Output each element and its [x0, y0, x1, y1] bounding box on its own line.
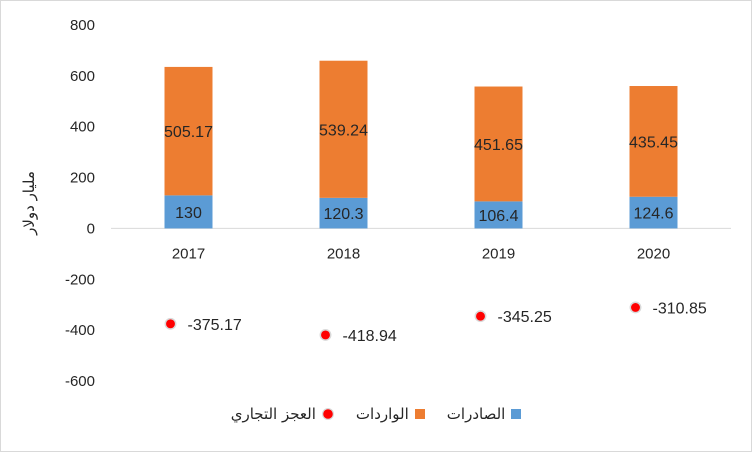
- legend-label-exports: الصادرات: [446, 405, 506, 423]
- legend-item-deficit[interactable]: العجز التجاري: [231, 405, 334, 423]
- x-tick-label: 2018: [327, 245, 360, 262]
- x-tick-label: 2017: [172, 245, 205, 262]
- legend-label-deficit: العجز التجاري: [230, 405, 316, 423]
- data-label-deficit: -310.85: [653, 300, 707, 317]
- y-axis-title: مليار دولار: [20, 171, 38, 236]
- bar-exports: [629, 196, 678, 229]
- bar-imports: [319, 60, 368, 198]
- legend-label-imports: الواردات: [355, 405, 409, 423]
- data-label-exports: 130: [175, 205, 202, 222]
- deficit-marker: [164, 317, 177, 330]
- legend-item-imports[interactable]: الواردات: [356, 405, 425, 423]
- y-tick-label: 0: [87, 220, 95, 237]
- y-tick-label: 400: [70, 119, 95, 136]
- bar-imports: [629, 86, 678, 197]
- bar-imports: [164, 66, 213, 196]
- data-label-imports: 435.45: [629, 134, 678, 151]
- legend-swatch-deficit: [321, 408, 334, 420]
- data-label-imports: 451.65: [474, 137, 523, 154]
- deficit-marker: [629, 301, 642, 314]
- y-tick-label: -200: [65, 271, 95, 288]
- data-label-imports: 505.17: [164, 124, 213, 141]
- legend-swatch-exports: [511, 409, 522, 419]
- deficit-marker: [319, 329, 332, 341]
- deficit-marker: [474, 310, 487, 323]
- y-tick-label: 600: [70, 68, 95, 85]
- y-tick-label: 200: [70, 170, 95, 187]
- data-label-exports: 124.6: [633, 206, 673, 223]
- data-label-imports: 539.24: [319, 122, 368, 139]
- data-label-deficit: -375.17: [188, 317, 242, 334]
- y-tick-label: 800: [70, 17, 95, 34]
- chart-legend: الصادرات الواردات العجز التجاري: [1, 405, 751, 423]
- bar-imports: [474, 86, 523, 202]
- data-label-exports: 120.3: [323, 206, 363, 223]
- x-tick-label: 2019: [482, 245, 515, 262]
- y-tick-label: -600: [65, 373, 95, 390]
- legend-item-exports[interactable]: الصادرات: [447, 405, 522, 423]
- data-label-exports: 106.4: [478, 208, 518, 225]
- data-label-deficit: -345.25: [498, 309, 552, 326]
- bar-exports: [319, 197, 368, 229]
- bar-exports: [164, 195, 213, 229]
- data-label-deficit: -418.94: [343, 328, 397, 345]
- bar-exports: [474, 201, 523, 229]
- x-tick-label: 2020: [637, 245, 670, 262]
- legend-swatch-imports: [414, 409, 425, 419]
- y-tick-label: -400: [65, 322, 95, 339]
